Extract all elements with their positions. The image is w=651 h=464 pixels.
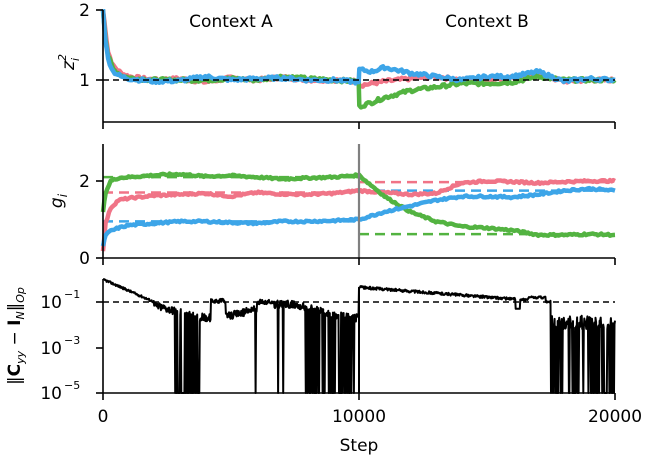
ylabel-norm: ‖Cyy − IN‖Op [5, 287, 27, 385]
panel-bottom-norm: 10 −1 10 −3 10 −5 ‖Cyy − IN‖Op 0 10000 2… [5, 278, 642, 456]
xtick-label-20000: 20000 [588, 407, 642, 427]
z2-line-green [100, 10, 617, 110]
z2-line-blue [100, 9, 616, 86]
svg-text:‖Cyy − IN‖Op: ‖Cyy − IN‖Op [5, 287, 27, 385]
xtick-label-0: 0 [98, 407, 109, 427]
norm-series-line [102, 278, 616, 394]
context-b-label: Context B [445, 12, 529, 32]
ytick-label-2: 2 [79, 1, 90, 21]
ytick-label-1e-5: 10 [40, 384, 62, 404]
ytick-exp-1e-3: −3 [64, 334, 80, 347]
ytick-exp-1e-5: −5 [64, 379, 80, 392]
panel-middle-gi: 2 0 gi [47, 144, 616, 269]
ytick-label-0: 0 [79, 249, 90, 269]
ytick-label-1: 1 [79, 71, 90, 91]
svg-text:gi: gi [47, 193, 70, 208]
ylabel-z2: z2i [56, 54, 82, 71]
context-a-label: Context A [189, 12, 273, 32]
svg-text:z2i: z2i [56, 54, 82, 71]
ytick-label-2: 2 [79, 172, 90, 192]
panel-top-z2: 2 1 Context A Context B z2i [56, 1, 617, 129]
ylabel-gi: gi [47, 193, 70, 208]
xlabel-step: Step [340, 436, 379, 456]
ytick-label-1e-1: 10 [40, 293, 62, 313]
ytick-label-1e-3: 10 [40, 339, 62, 359]
xtick-label-10000: 10000 [332, 407, 386, 427]
ytick-exp-1e-1: −1 [64, 288, 80, 301]
z2-series-lines [100, 9, 617, 110]
